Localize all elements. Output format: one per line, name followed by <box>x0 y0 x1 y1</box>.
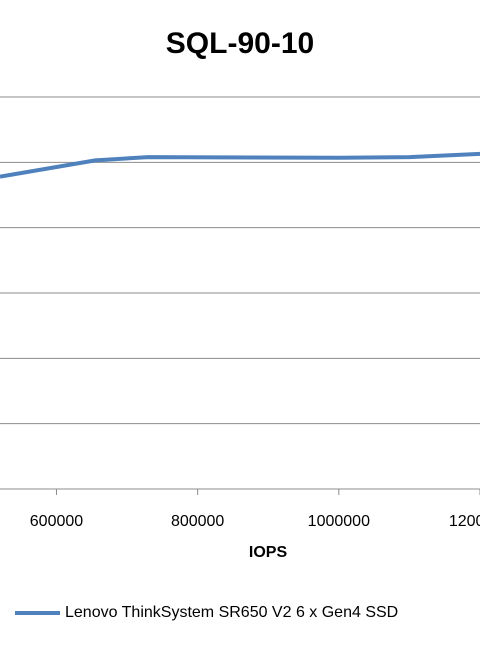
x-tick-label: 1000000 <box>308 513 370 530</box>
x-axis-label: IOPS <box>249 544 288 561</box>
chart-title: SQL-90-10 <box>166 27 314 60</box>
legend-label: Lenovo ThinkSystem SR650 V2 6 x Gen4 SSD <box>65 604 398 621</box>
x-tick-label: 800000 <box>171 513 224 530</box>
data-line <box>0 151 480 179</box>
x-tick-label: 600000 <box>30 513 83 530</box>
x-tick-label: 1200000 <box>449 513 480 530</box>
